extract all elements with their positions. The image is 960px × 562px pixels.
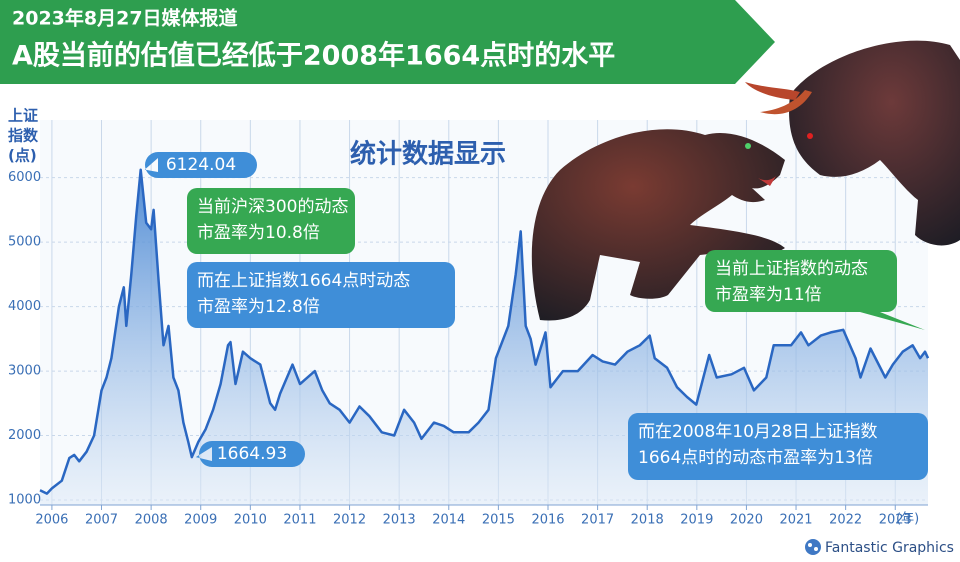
x-tick-label: 2015: [482, 513, 515, 528]
callout-box: [195, 441, 305, 467]
y-tick-label: 5000: [8, 235, 41, 250]
x-tick-label: 2014: [432, 513, 465, 528]
y-tick-label: 3000: [8, 364, 41, 379]
kicker: 2023年8月27日媒体报道: [12, 7, 238, 30]
annotation-box: [187, 262, 455, 328]
x-tick-label: 2016: [531, 513, 564, 528]
x-tick-label: 2006: [35, 513, 68, 528]
annotation-box: [705, 250, 897, 312]
bull-illustration: [745, 40, 960, 246]
y-axis-title: 上证: [8, 107, 38, 125]
annotation-text: 市盈率为11倍: [715, 285, 822, 305]
y-tick-label: 2000: [8, 428, 41, 443]
annotation-text: 当前沪深300的动态: [197, 197, 348, 217]
annotation-box: [628, 413, 928, 480]
x-tick-label: 2018: [631, 513, 664, 528]
data-label: 6124.04: [166, 155, 236, 175]
data-label: 1664.93: [217, 444, 287, 464]
x-tick-label: 2007: [85, 513, 118, 528]
annotation-text: 而在上证指数1664点时动态: [197, 271, 410, 291]
y-axis-title: (点): [8, 147, 37, 165]
y-axis-title: 指数: [8, 127, 39, 145]
credit-logo: [805, 539, 821, 555]
x-tick-label: 2013: [383, 513, 416, 528]
header-banner: [0, 0, 775, 84]
x-tick-label: 2009: [184, 513, 217, 528]
credit: Fantastic Graphics: [825, 540, 954, 556]
annotation-text: 市盈率为12.8倍: [197, 297, 320, 317]
annotation-text: 而在2008年10月28日上证指数: [638, 422, 878, 442]
bear-illustration: [531, 129, 785, 321]
x-tick-label: 2021: [779, 513, 812, 528]
x-unit: (年): [896, 512, 919, 527]
chart-title: A股当前的估值已经低于2008年1664点时的水平: [12, 40, 615, 72]
annotation-text: 市盈率为10.8倍: [197, 223, 320, 243]
annotation-text: 当前上证指数的动态: [715, 259, 868, 279]
x-tick-label: 2020: [730, 513, 763, 528]
x-tick-label: 2012: [333, 513, 366, 528]
headline: 统计数据显示: [350, 139, 506, 170]
x-tick-label: 2022: [829, 513, 862, 528]
x-tick-label: 2008: [135, 513, 168, 528]
line: [39, 168, 930, 495]
callout-box: [144, 152, 257, 178]
x-tick-label: 2023: [879, 513, 912, 528]
x-tick-label: 2010: [234, 513, 267, 528]
annotation-box: [187, 188, 355, 254]
y-tick-label: 1000: [8, 493, 41, 508]
y-tick-label: 6000: [8, 170, 41, 185]
x-tick-label: 2017: [581, 513, 614, 528]
x-tick-label: 2011: [283, 513, 316, 528]
annotation-text: 1664点时的动态市盈率为13倍: [638, 448, 873, 468]
annotation-tail: [860, 312, 925, 330]
x-tick-label: 2019: [680, 513, 713, 528]
y-tick-label: 4000: [8, 299, 41, 314]
